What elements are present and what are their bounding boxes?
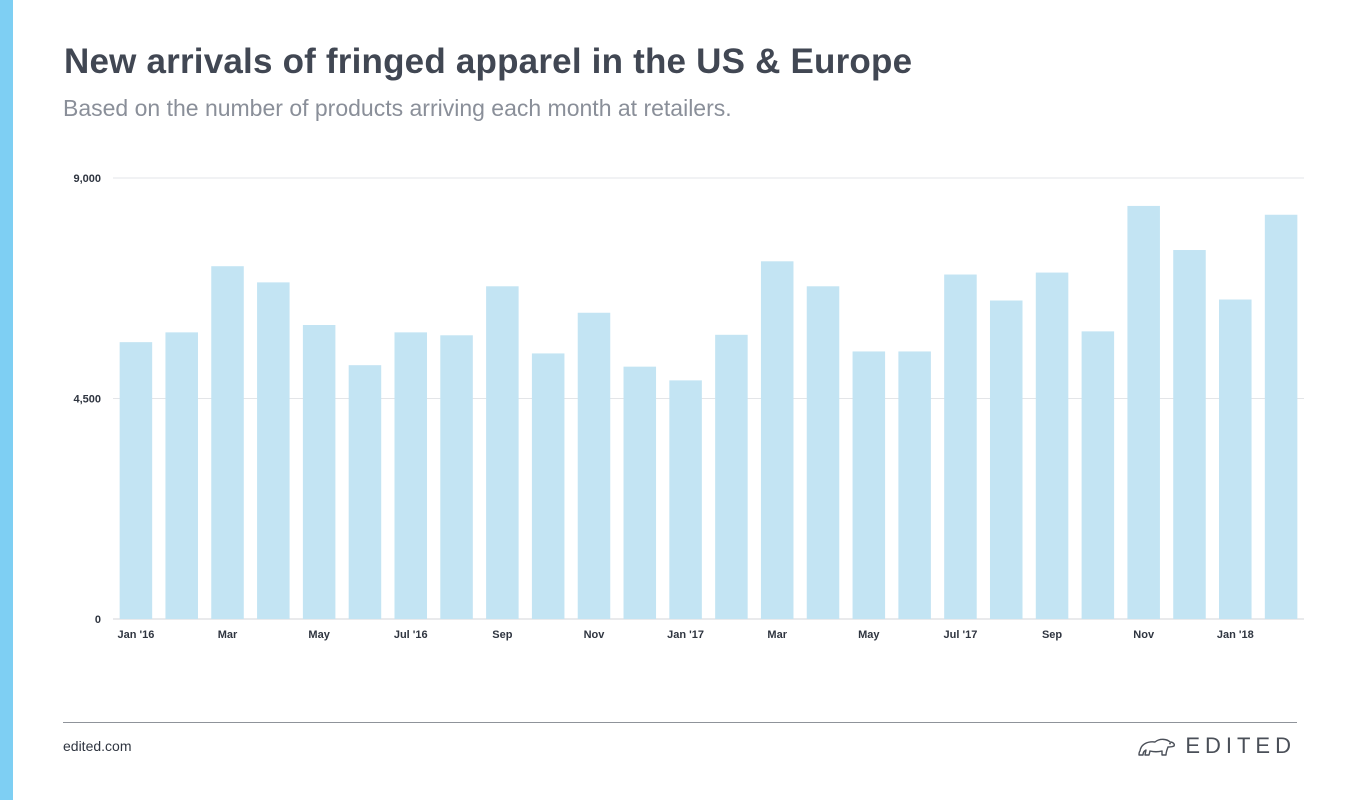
bar: [1219, 299, 1252, 619]
chart-title: New arrivals of fringed apparel in the U…: [64, 42, 913, 81]
y-tick-label: 9,000: [73, 173, 101, 185]
bar: [577, 312, 611, 619]
y-tick-label: 0: [95, 614, 101, 626]
x-tick-label: Mar: [218, 629, 238, 641]
bar: [440, 335, 473, 619]
x-tick-label: Jan '16: [117, 629, 154, 641]
bar: [211, 266, 244, 619]
x-tick-label: Nov: [1133, 629, 1155, 641]
bar: [165, 332, 198, 619]
x-tick-label: Sep: [492, 629, 512, 641]
bar: [119, 342, 153, 619]
bar: [394, 332, 428, 619]
x-tick-label: Mar: [767, 629, 787, 641]
bar: [806, 286, 840, 619]
bar: [486, 286, 519, 619]
x-tick-label: Jan '18: [1217, 629, 1254, 641]
bar: [989, 300, 1023, 619]
footer-divider: [63, 722, 1297, 723]
bar: [623, 366, 657, 619]
bar: [669, 380, 702, 619]
bar: [1173, 250, 1206, 619]
bar: [302, 325, 336, 619]
bar: [348, 365, 382, 619]
x-tick-label: Nov: [584, 629, 606, 641]
bar: [1035, 272, 1069, 619]
bar: [898, 351, 931, 619]
footer-url[interactable]: edited.com: [63, 738, 132, 754]
y-tick-label: 4,500: [73, 394, 101, 406]
x-tick-label: Jul '16: [394, 629, 428, 641]
bar: [944, 274, 977, 619]
brand-logo: EDITED: [1137, 733, 1296, 759]
chart-subtitle: Based on the number of products arriving…: [63, 95, 732, 121]
bar: [257, 282, 290, 619]
x-tick-label: May: [308, 629, 330, 641]
brand-name: EDITED: [1185, 733, 1296, 758]
bar: [852, 351, 886, 619]
bar: [760, 261, 794, 619]
accent-strip: [0, 0, 13, 800]
x-tick-label: Jul '17: [944, 629, 978, 641]
polar-bear-icon: [1138, 738, 1176, 756]
bar: [1127, 205, 1160, 619]
x-tick-label: Jan '17: [667, 629, 704, 641]
bar: [715, 334, 748, 619]
bar: [1264, 214, 1298, 619]
bar-chart: 0 4,500 9,000 Jan '16 Mar May Jul '16 Sep Nov Jan…: [73, 173, 1304, 641]
bar: [1081, 331, 1115, 619]
x-tick-label: Sep: [1042, 629, 1062, 641]
bar: [531, 353, 565, 619]
x-tick-label: May: [858, 629, 880, 641]
